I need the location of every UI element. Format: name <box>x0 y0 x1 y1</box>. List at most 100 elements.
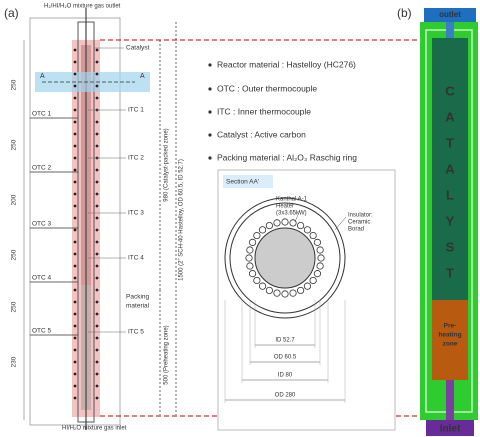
thermo-dot <box>74 97 77 100</box>
thermo-dot <box>96 289 99 292</box>
catalyst-label: Catalyst <box>126 45 150 52</box>
thermo-dot <box>96 373 99 376</box>
heater-coil <box>317 247 323 253</box>
thermo-dot <box>74 169 77 172</box>
thermo-dot <box>96 385 99 388</box>
insulator-label: Insulator: <box>348 213 373 219</box>
dimension: 250 <box>11 79 18 90</box>
zone-dimension: 1500 (2" SCH-40 Hastelloy, OD 60.5, ID 5… <box>179 159 185 281</box>
section-dimension: ID 52.7 <box>275 338 295 344</box>
thermo-dot <box>74 397 77 400</box>
heater-label: Kanthal A-1 <box>276 197 308 203</box>
zone-dimension: 980 (Catalyst-packed zone) <box>164 128 170 201</box>
thermo-dot <box>74 313 77 316</box>
packing-label: material <box>126 303 150 310</box>
heater-coil <box>247 263 253 269</box>
panel-label: (b) <box>397 6 412 20</box>
heater-coil <box>317 263 323 269</box>
thermo-dot <box>74 349 77 352</box>
heater-coil <box>314 270 320 276</box>
insulator-label: Ceramic <box>348 220 370 226</box>
insulator-label: Borad <box>348 227 364 233</box>
preheat-label: heating <box>438 332 461 339</box>
heater-coil <box>247 247 253 253</box>
heater-coil <box>297 222 303 228</box>
packing-label: Packing <box>126 294 150 301</box>
thermo-dot <box>74 85 77 88</box>
otc-label: OTC 4 <box>32 275 52 282</box>
thermo-dot <box>96 181 99 184</box>
thermo-dot <box>74 49 77 52</box>
thermo-dot <box>96 205 99 208</box>
thermo-dot <box>96 349 99 352</box>
bullet <box>208 156 211 159</box>
catalyst-letter: A <box>445 109 455 124</box>
section-dimension: ID 80 <box>278 373 293 379</box>
heater-coil <box>266 222 272 228</box>
heater-coil <box>254 277 260 283</box>
thermo-dot <box>96 73 99 76</box>
inlet-label: Inlet <box>440 424 461 435</box>
heater-coil <box>274 290 280 296</box>
thermo-dot <box>74 277 77 280</box>
heater-coil <box>282 219 288 225</box>
heater-coil <box>246 255 252 261</box>
heater-coil <box>282 291 288 297</box>
thermo-dot <box>74 73 77 76</box>
heater-coil <box>274 220 280 226</box>
thermo-dot <box>96 193 99 196</box>
heater-coil <box>249 239 255 245</box>
bullet <box>208 87 211 90</box>
itc-label: ITC 1 <box>128 107 144 114</box>
panel-label: (a) <box>4 6 19 20</box>
figure: (a) H₂/HI/H₂O mixture gas outlet HI/H₂O mi… <box>0 0 480 437</box>
catalyst-letter: L <box>446 187 454 202</box>
heater-coil <box>290 290 296 296</box>
section-title: Section AA' <box>226 179 259 186</box>
itc-label: ITC 2 <box>128 155 144 162</box>
thermo-dot <box>74 325 77 328</box>
thermo-dot <box>96 145 99 148</box>
section-dimension: OD 60.5 <box>274 355 297 361</box>
inlet-label: HI/H₂O mixture gas inlet <box>62 426 127 432</box>
note: Catalyst : Active carbon <box>217 129 306 139</box>
otc-label: OTC 2 <box>32 165 52 172</box>
heater-coil <box>304 283 310 289</box>
thermo-dot <box>74 373 77 376</box>
dimension: 250 <box>11 249 18 260</box>
thermo-dot <box>96 217 99 220</box>
bullet <box>208 133 211 136</box>
heater-coil <box>254 232 260 238</box>
heater-coil <box>266 287 272 293</box>
section-mark: A <box>40 73 45 80</box>
thermo-dot <box>96 97 99 100</box>
thermo-dot <box>96 61 99 64</box>
thermo-dot <box>74 61 77 64</box>
zone-dimension: 500 (Preheating zone) <box>164 325 170 384</box>
section-dimension: OD 280 <box>275 393 296 399</box>
catalyst-letter: A <box>445 161 455 176</box>
inlet-pipe <box>446 380 454 420</box>
thermo-dot <box>96 133 99 136</box>
catalyst-letter: S <box>446 239 455 254</box>
heater-label: Heater <box>276 204 294 210</box>
heater-coil <box>297 287 303 293</box>
dimension: 200 <box>11 194 18 205</box>
thermo-dot <box>96 229 99 232</box>
otc-label: OTC 5 <box>32 328 52 335</box>
preheat-label: Pre- <box>444 323 457 330</box>
note: Packing material : Al₂O₃ Raschig ring <box>217 152 357 162</box>
outlet-label: H₂/HI/H₂O mixture gas outlet <box>44 4 121 10</box>
otc-label: OTC 3 <box>32 221 52 228</box>
heater-coil <box>310 277 316 283</box>
note: ITC : Inner thermocouple <box>217 106 311 116</box>
thermo-dot <box>74 385 77 388</box>
catalyst-letter: T <box>446 135 454 150</box>
otc-label: OTC 1 <box>32 111 52 118</box>
thermo-dot <box>74 337 77 340</box>
dimension: 250 <box>11 301 18 312</box>
thermo-dot <box>74 205 77 208</box>
thermo-dot <box>74 361 77 364</box>
catalyst-letter: T <box>446 265 454 280</box>
thermo-dot <box>96 241 99 244</box>
